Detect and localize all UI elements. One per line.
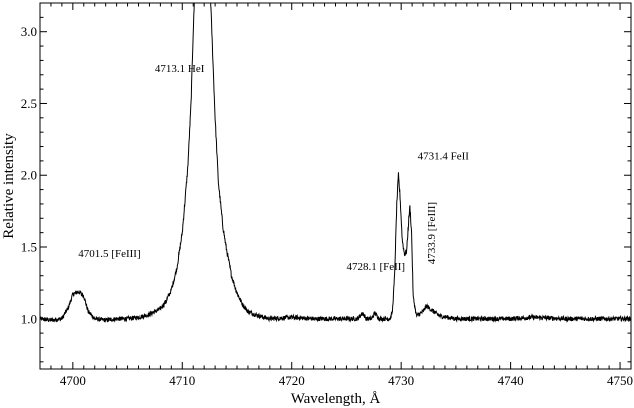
y-axis-title: Relative intensity xyxy=(1,133,17,239)
x-tick-label: 4710 xyxy=(169,373,195,388)
annotations: 4701.5 [FeIII] 4713.1 HeI 4731.4 FeII 4728.… xyxy=(78,63,469,273)
x-tick-label: 4700 xyxy=(60,373,86,388)
annotation-label: 4731.4 FeII xyxy=(418,150,470,162)
x-tick-label: 4730 xyxy=(388,373,414,388)
annotation-label: 4713.1 HeI xyxy=(155,63,205,75)
y-tick-label: 3.0 xyxy=(21,24,37,39)
plot-area xyxy=(40,3,631,323)
x-tick-label: 4720 xyxy=(279,373,305,388)
y-tick-label: 2.0 xyxy=(21,168,37,183)
series-line xyxy=(40,3,631,323)
annotation-label: 4701.5 [FeIII] xyxy=(78,248,140,260)
annotation-label: 4728.1 [FeII] xyxy=(346,261,405,273)
y-tick-label: 2.5 xyxy=(21,96,37,111)
y-tick-label: 1.5 xyxy=(21,240,37,255)
y-tick-label: 1.0 xyxy=(21,311,37,326)
x-axis-title: Wavelength, Å xyxy=(291,391,381,407)
annotation-label: 4733.9 [FeIII] xyxy=(426,202,438,264)
x-tick-label: 4750 xyxy=(607,373,633,388)
x-tick-label: 4740 xyxy=(498,373,524,388)
axis-ticks: 4700 4710 4720 4730 4740 4750 1.0 1.5 2.0 2.5 3.0 xyxy=(21,2,633,388)
